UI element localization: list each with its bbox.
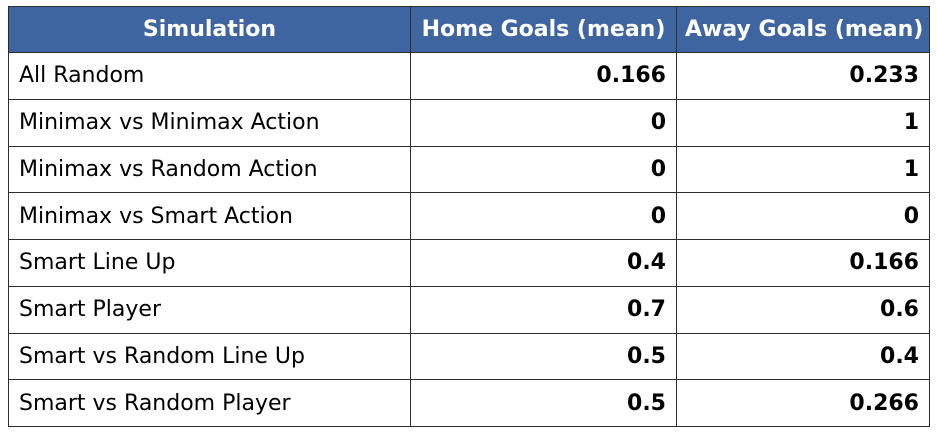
table-row: Smart Player 0.7 0.6 — [8, 285, 930, 334]
table-row: Smart vs Random Player 0.5 0.266 — [8, 379, 930, 427]
away-goals-cell: 1 — [676, 98, 930, 147]
away-goals-cell: 0.6 — [676, 285, 930, 334]
simulation-name-cell: Minimax vs Minimax Action — [8, 98, 411, 147]
table-row: Minimax vs Minimax Action 0 1 — [8, 98, 930, 147]
table-row: Minimax vs Random Action 0 1 — [8, 145, 930, 194]
table-header: Simulation Home Goals (mean) Away Goals … — [8, 6, 930, 53]
header-away-goals: Away Goals (mean) — [676, 6, 930, 53]
simulation-name-cell: Smart Player — [8, 285, 411, 334]
simulation-name-cell: Smart vs Random Line Up — [8, 332, 411, 381]
home-goals-cell: 0.166 — [410, 52, 677, 100]
simulation-name-cell: Smart Line Up — [8, 239, 411, 287]
simulation-name-cell: Minimax vs Smart Action — [8, 192, 411, 240]
away-goals-cell: 0.166 — [676, 239, 930, 287]
simulation-name-cell: Minimax vs Random Action — [8, 145, 411, 194]
table-row: Smart vs Random Line Up 0.5 0.4 — [8, 332, 930, 381]
header-row: Simulation Home Goals (mean) Away Goals … — [8, 6, 930, 53]
home-goals-cell: 0 — [410, 145, 677, 194]
home-goals-cell: 0.7 — [410, 285, 677, 334]
table-row: Smart Line Up 0.4 0.166 — [8, 239, 930, 287]
away-goals-cell: 0.266 — [676, 379, 930, 427]
simulation-results-table: Simulation Home Goals (mean) Away Goals … — [8, 6, 930, 427]
home-goals-cell: 0.5 — [410, 332, 677, 381]
away-goals-cell: 0 — [676, 192, 930, 240]
away-goals-cell: 1 — [676, 145, 930, 194]
header-simulation: Simulation — [8, 6, 411, 53]
home-goals-cell: 0.5 — [410, 379, 677, 427]
header-home-goals: Home Goals (mean) — [410, 6, 677, 53]
simulation-name-cell: Smart vs Random Player — [8, 379, 411, 427]
home-goals-cell: 0 — [410, 192, 677, 240]
table-row: All Random 0.166 0.233 — [8, 52, 930, 100]
table-body: All Random 0.166 0.233 Minimax vs Minima… — [8, 52, 930, 427]
simulation-name-cell: All Random — [8, 52, 411, 100]
away-goals-cell: 0.233 — [676, 52, 930, 100]
table-row: Minimax vs Smart Action 0 0 — [8, 192, 930, 240]
away-goals-cell: 0.4 — [676, 332, 930, 381]
home-goals-cell: 0.4 — [410, 239, 677, 287]
home-goals-cell: 0 — [410, 98, 677, 147]
